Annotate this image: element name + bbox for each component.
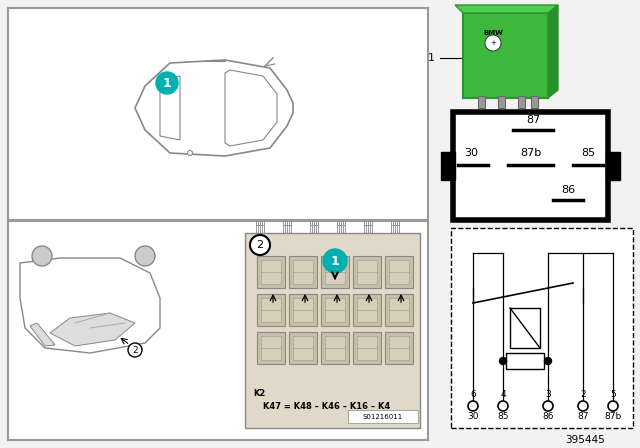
Text: 4: 4 [500, 389, 506, 399]
Circle shape [485, 35, 501, 51]
Circle shape [32, 246, 52, 266]
Bar [531, 96, 538, 108]
Text: +: + [490, 40, 496, 46]
Bar [289, 294, 317, 326]
Bar [353, 332, 381, 364]
Circle shape [578, 401, 588, 411]
Polygon shape [135, 60, 293, 156]
Bar [293, 260, 313, 284]
Text: 85: 85 [581, 148, 595, 158]
Bar [478, 96, 485, 108]
Bar [261, 336, 281, 360]
Text: 395445: 395445 [565, 435, 605, 445]
Text: 87: 87 [526, 115, 540, 125]
Bar [385, 332, 413, 364]
Circle shape [323, 249, 347, 273]
Bar [261, 260, 281, 284]
Bar [325, 336, 345, 360]
Bar [518, 96, 525, 108]
Circle shape [543, 401, 553, 411]
Bar [385, 256, 413, 288]
Polygon shape [20, 258, 160, 353]
Text: 1: 1 [331, 254, 339, 267]
Bar [389, 336, 409, 360]
Bar [357, 336, 377, 360]
Bar [453, 112, 608, 220]
Polygon shape [160, 76, 180, 140]
Circle shape [499, 358, 506, 365]
Bar [289, 256, 317, 288]
Bar [348, 410, 418, 423]
Text: S01216011: S01216011 [363, 414, 403, 420]
Bar [293, 298, 313, 322]
Text: 3: 3 [545, 389, 551, 399]
Bar [293, 336, 313, 360]
Text: 86: 86 [561, 185, 575, 195]
Text: 87b: 87b [604, 412, 621, 421]
Bar [357, 260, 377, 284]
Polygon shape [455, 5, 558, 13]
Bar [510, 308, 540, 348]
Polygon shape [548, 5, 558, 98]
Bar [498, 96, 505, 108]
Circle shape [135, 246, 155, 266]
Text: 85: 85 [497, 412, 509, 421]
Text: 86: 86 [542, 412, 554, 421]
Text: BMW: BMW [483, 30, 503, 36]
Circle shape [468, 401, 478, 411]
Circle shape [128, 343, 142, 357]
Bar [463, 13, 548, 98]
Bar [441, 152, 455, 180]
Bar [289, 332, 317, 364]
Text: 1: 1 [428, 53, 435, 63]
Bar [389, 298, 409, 322]
Bar [325, 298, 345, 322]
Text: 87b: 87b [520, 148, 541, 158]
Circle shape [188, 151, 193, 155]
Bar [321, 256, 349, 288]
Bar [245, 233, 420, 428]
Text: K2: K2 [253, 388, 265, 397]
Bar [321, 294, 349, 326]
Text: K47 = K48 – K46 – K16 – K4: K47 = K48 – K46 – K16 – K4 [264, 401, 390, 410]
Bar [389, 260, 409, 284]
Bar [353, 294, 381, 326]
Bar [451, 228, 633, 428]
Text: 30: 30 [467, 412, 479, 421]
Text: 2: 2 [132, 345, 138, 354]
Bar [257, 294, 285, 326]
Polygon shape [30, 323, 55, 346]
Bar [353, 256, 381, 288]
Bar [606, 152, 620, 180]
Text: 30: 30 [464, 148, 478, 158]
Bar [357, 298, 377, 322]
Polygon shape [225, 70, 277, 146]
Bar [261, 298, 281, 322]
Text: 2: 2 [580, 389, 586, 399]
Bar [325, 260, 345, 284]
Bar [8, 221, 428, 440]
Text: 2: 2 [257, 240, 264, 250]
Bar [506, 353, 544, 369]
Bar [8, 8, 428, 220]
Circle shape [156, 72, 178, 94]
Circle shape [498, 401, 508, 411]
Circle shape [608, 401, 618, 411]
Text: 1: 1 [163, 77, 172, 90]
Bar [257, 256, 285, 288]
Circle shape [250, 235, 270, 255]
Circle shape [545, 358, 552, 365]
Bar [257, 332, 285, 364]
Text: 6: 6 [470, 389, 476, 399]
Text: 5: 5 [610, 389, 616, 399]
Text: 87: 87 [577, 412, 589, 421]
Bar [385, 294, 413, 326]
Polygon shape [50, 313, 135, 346]
Bar [321, 332, 349, 364]
